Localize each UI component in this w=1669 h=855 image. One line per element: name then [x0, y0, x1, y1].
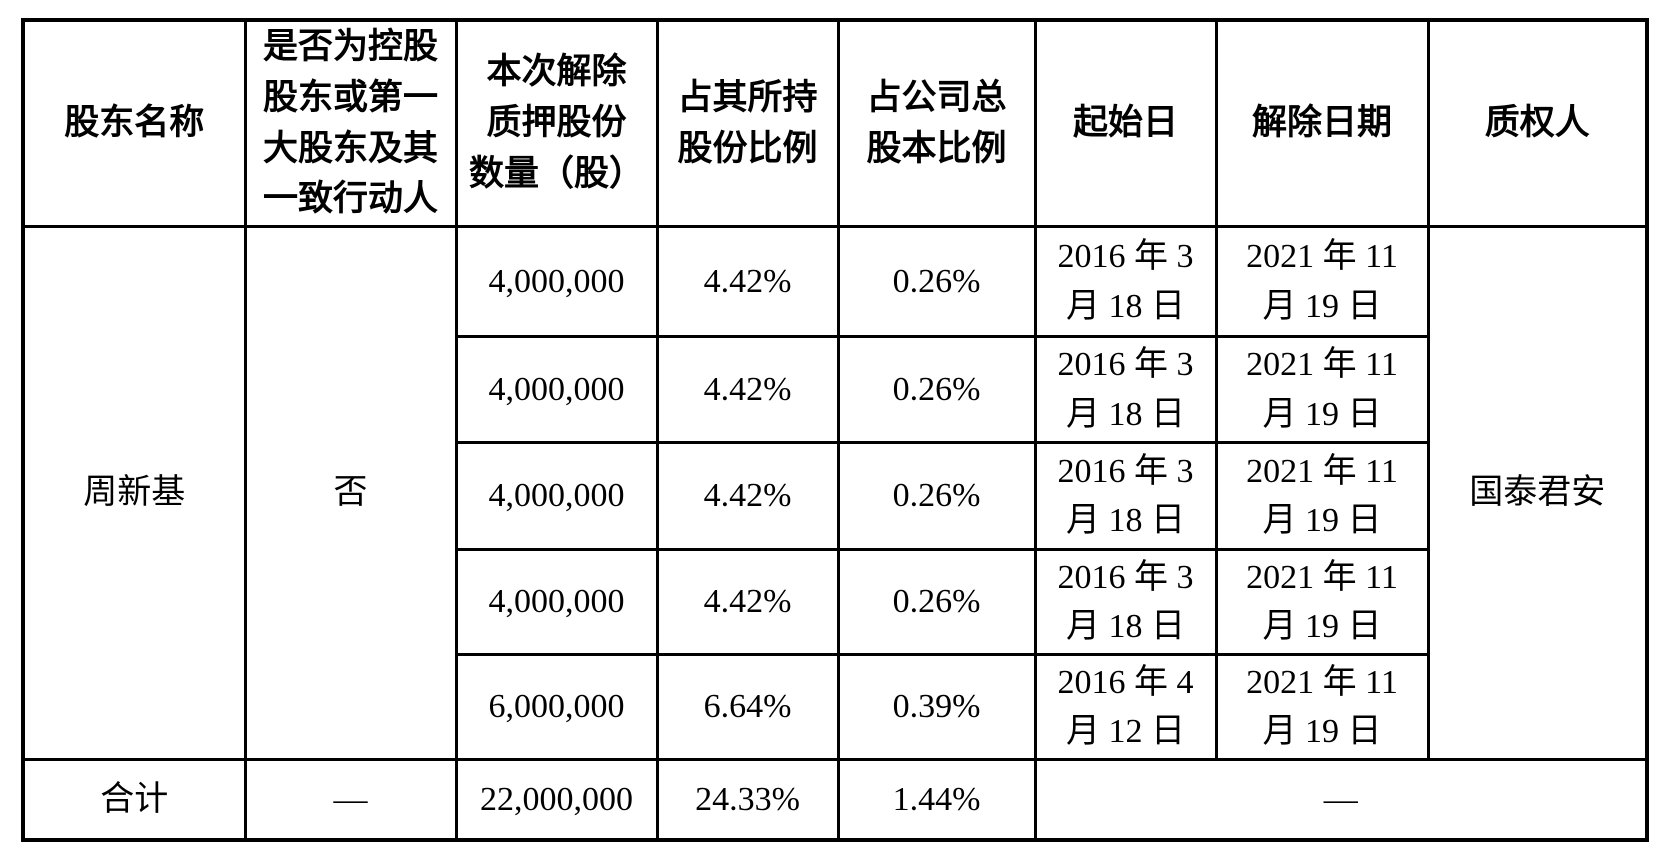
total-pct-of-total: 1.44%	[836, 758, 1037, 841]
header-release-date: 解除日期	[1214, 18, 1430, 228]
header-released-shares: 本次解除 质押股份 数量（股）	[454, 18, 659, 228]
share-pledge-release-table: 股东名称 是否为控股 股东或第一 大股东及其 一致行动人 本次解除 质押股份 数…	[21, 18, 1649, 842]
cell-pct-of-held: 4.42%	[655, 225, 840, 338]
cell-pct-of-held: 4.42%	[655, 548, 840, 656]
table-row: 4,000,000 4.42% 0.26% 2016 年 3 月 18 日 20…	[23, 441, 1647, 551]
cell-pct-of-total: 0.26%	[836, 548, 1037, 656]
cell-start-date: 2016 年 3 月 18 日	[1033, 335, 1218, 444]
cell-pct-of-held: 4.42%	[655, 335, 840, 444]
cell-shares: 4,000,000	[454, 548, 659, 656]
header-start-date: 起始日	[1033, 18, 1218, 228]
cell-start-date: 2016 年 3 月 18 日	[1033, 225, 1218, 338]
cell-release-date: 2021 年 11 月 19 日	[1214, 653, 1430, 761]
total-shares: 22,000,000	[454, 758, 659, 841]
cell-start-date: 2016 年 3 月 18 日	[1033, 441, 1218, 551]
table-row: 6,000,000 6.64% 0.39% 2016 年 4 月 12 日 20…	[23, 653, 1647, 761]
table-row: 4,000,000 4.42% 0.26% 2016 年 3 月 18 日 20…	[23, 335, 1647, 444]
cell-start-date: 2016 年 3 月 18 日	[1033, 548, 1218, 656]
cell-start-date: 2016 年 4 月 12 日	[1033, 653, 1218, 761]
total-row: 合计 — 22,000,000 24.33% 1.44% —	[21, 758, 1649, 841]
cell-pct-of-total: 0.26%	[836, 225, 1037, 338]
cell-pledgee: 国泰君安	[1426, 225, 1649, 761]
table-row: 周新基 否 4,000,000 4.42% 0.26% 2016 年 3 月 1…	[21, 225, 1649, 761]
cell-shares: 4,000,000	[454, 441, 659, 551]
table-row: 4,000,000 4.42% 0.26% 2016 年 3 月 18 日 20…	[23, 548, 1647, 656]
total-is-controlling: —	[243, 758, 458, 841]
total-label: 合计	[21, 758, 247, 841]
header-pct-of-held: 占其所持 股份比例	[655, 18, 840, 228]
cell-is-controlling: 否	[243, 225, 458, 761]
cell-release-date: 2021 年 11 月 19 日	[1214, 335, 1430, 444]
total-dates: —	[1033, 758, 1649, 841]
cell-release-date: 2021 年 11 月 19 日	[1214, 548, 1430, 656]
cell-pct-of-total: 0.26%	[836, 441, 1037, 551]
cell-pct-of-held: 6.64%	[655, 653, 840, 761]
total-pct-of-held: 24.33%	[655, 758, 840, 841]
header-pledgee: 质权人	[1426, 18, 1649, 228]
cell-pct-of-held: 4.42%	[655, 441, 840, 551]
cell-release-date: 2021 年 11 月 19 日	[1214, 441, 1430, 551]
table-header-row: 股东名称 是否为控股 股东或第一 大股东及其 一致行动人 本次解除 质押股份 数…	[21, 18, 1649, 228]
cell-shares: 6,000,000	[454, 653, 659, 761]
cell-shares: 4,000,000	[454, 335, 659, 444]
cell-shareholder-name: 周新基	[21, 225, 247, 761]
cell-release-date: 2021 年 11 月 19 日	[1214, 225, 1430, 338]
header-pct-of-total: 占公司总 股本比例	[836, 18, 1037, 228]
header-shareholder-name: 股东名称	[21, 18, 247, 228]
cell-pct-of-total: 0.39%	[836, 653, 1037, 761]
cell-shares: 4,000,000	[454, 225, 659, 338]
cell-pct-of-total: 0.26%	[836, 335, 1037, 444]
header-is-controlling: 是否为控股 股东或第一 大股东及其 一致行动人	[243, 18, 458, 228]
